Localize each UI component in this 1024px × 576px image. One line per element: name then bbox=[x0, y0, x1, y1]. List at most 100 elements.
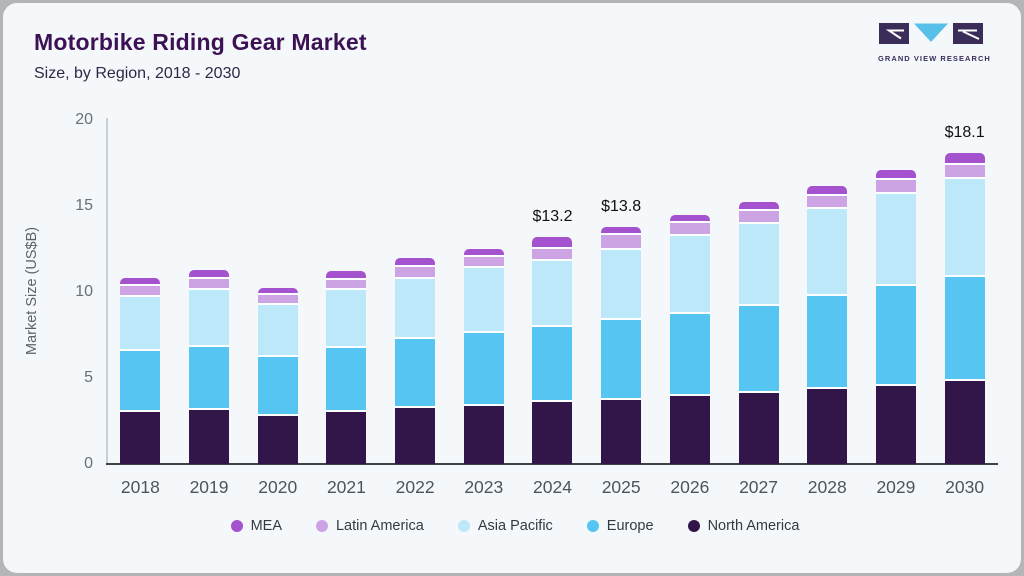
bar-segment-europe bbox=[944, 276, 985, 382]
x-axis-label: 2024 bbox=[533, 477, 572, 497]
bar-segment-latin-america bbox=[463, 256, 504, 268]
bar-segment-latin-america bbox=[189, 279, 230, 291]
bar-segment-europe bbox=[807, 296, 848, 390]
bar-segment-mea bbox=[189, 269, 230, 280]
legend-dot-icon bbox=[457, 520, 470, 532]
bar-segment-mea bbox=[807, 186, 848, 196]
bar-column-2019 bbox=[175, 120, 244, 464]
x-axis-label: 2027 bbox=[739, 477, 778, 497]
bar-segment-latin-america bbox=[807, 195, 848, 210]
bar-segment-mea bbox=[532, 237, 573, 250]
bar-column-2030: $18.1 bbox=[930, 120, 999, 464]
stacked-bar bbox=[601, 226, 642, 464]
gvr-logo-text: GRAND VIEW RESEARCH bbox=[878, 54, 991, 63]
bar-segment-latin-america bbox=[669, 223, 710, 237]
stacked-bar bbox=[326, 271, 367, 464]
stacked-bar bbox=[738, 201, 779, 464]
y-axis-tick-label: 20 bbox=[75, 111, 93, 128]
y-axis-tick-label: 10 bbox=[75, 283, 93, 300]
x-axis-label: 2029 bbox=[876, 477, 916, 497]
bar-segment-mea bbox=[257, 287, 298, 296]
x-axis-labels: 2018 2019 2020 2021 2022 2023 2024 2025 2026 2027… bbox=[106, 477, 999, 498]
legend-item-asia-pacific: Asia Pacific bbox=[457, 518, 553, 534]
bar-segment-asia-pacific bbox=[257, 304, 298, 358]
legend-dot-icon bbox=[586, 520, 599, 532]
bar-segment-north-america bbox=[944, 381, 985, 464]
x-axis-label: 2022 bbox=[395, 477, 435, 497]
bar-column-2028 bbox=[793, 120, 862, 464]
bar-segment-mea bbox=[120, 278, 161, 287]
bar-segment-asia-pacific bbox=[875, 193, 916, 286]
legend-label: Asia Pacific bbox=[477, 518, 553, 534]
bar-segment-latin-america bbox=[120, 286, 161, 298]
bar-segment-asia-pacific bbox=[532, 261, 573, 328]
bar-segment-mea bbox=[944, 152, 985, 165]
bar-segment-asia-pacific bbox=[120, 297, 161, 352]
stacked-bar bbox=[120, 278, 161, 464]
gvr-logo-icon bbox=[879, 23, 983, 44]
bar-segment-north-america bbox=[875, 385, 916, 464]
x-axis-label: 2020 bbox=[258, 477, 298, 497]
bar-segment-asia-pacific bbox=[807, 209, 848, 297]
y-axis-tick-label: 0 bbox=[84, 455, 93, 472]
y-axis-line bbox=[106, 118, 108, 464]
legend-dot-icon bbox=[687, 520, 700, 532]
bar-segment-north-america bbox=[326, 411, 367, 464]
value-label: $13.8 bbox=[601, 197, 642, 215]
bar-segment-north-america bbox=[463, 405, 504, 464]
legend-label: Latin America bbox=[335, 518, 424, 534]
bar-segment-latin-america bbox=[532, 249, 573, 262]
bar-column-2023 bbox=[449, 120, 518, 464]
bar-segment-mea bbox=[463, 249, 504, 257]
legend-item-latin-america: Latin America bbox=[315, 518, 424, 534]
gvr-logo: GRAND VIEW RESEARCH bbox=[878, 23, 991, 63]
stacked-bar bbox=[875, 169, 916, 464]
bar-column-2026 bbox=[656, 120, 725, 464]
bar-segment-north-america bbox=[532, 402, 573, 464]
bar-segment-latin-america bbox=[875, 180, 916, 194]
y-axis-tick-label: 5 bbox=[84, 369, 93, 386]
x-axis-label: 2021 bbox=[326, 477, 366, 497]
bar-segment-europe bbox=[601, 320, 642, 400]
bar-segment-europe bbox=[189, 347, 230, 410]
bar-segment-europe bbox=[326, 347, 367, 412]
stacked-bar bbox=[532, 237, 573, 464]
bar-segment-north-america bbox=[807, 389, 848, 464]
bar-segment-north-america bbox=[601, 399, 642, 464]
bar-column-2021 bbox=[312, 120, 381, 464]
bar-segment-europe bbox=[532, 327, 573, 403]
x-axis-label: 2028 bbox=[807, 477, 847, 497]
bar-column-2025: $13.8 bbox=[587, 120, 656, 464]
bar-segment-north-america bbox=[395, 408, 436, 464]
bar-segment-latin-america bbox=[738, 211, 779, 225]
value-label: $13.2 bbox=[532, 207, 573, 225]
bar-segment-europe bbox=[395, 339, 436, 409]
stacked-bar bbox=[807, 186, 848, 464]
page-subtitle: Size, by Region, 2018 - 2030 bbox=[34, 65, 241, 82]
bar-segment-europe bbox=[875, 286, 916, 386]
bar-segment-asia-pacific bbox=[326, 290, 367, 348]
bar-column-2029 bbox=[862, 120, 931, 464]
bar-column-2018 bbox=[106, 120, 175, 464]
x-axis-label: 2019 bbox=[189, 477, 229, 497]
legend-dot-icon bbox=[315, 520, 328, 532]
bar-segment-europe bbox=[463, 333, 504, 406]
bar-segment-mea bbox=[669, 214, 710, 224]
bar-segment-latin-america bbox=[395, 267, 436, 280]
bar-segment-asia-pacific bbox=[669, 236, 710, 314]
stacked-bar bbox=[463, 249, 504, 464]
legend-dot-icon bbox=[230, 520, 243, 532]
bar-segment-asia-pacific bbox=[189, 290, 230, 348]
bar-segment-north-america bbox=[738, 393, 779, 464]
y-axis-tick-label: 15 bbox=[75, 197, 93, 214]
bar-segment-europe bbox=[669, 313, 710, 397]
bar-segment-asia-pacific bbox=[463, 267, 504, 334]
legend-item-europe: Europe bbox=[586, 518, 654, 534]
bar-segment-latin-america bbox=[326, 280, 367, 291]
chart-card: Motorbike Riding Gear Market Size, by Re… bbox=[3, 3, 1021, 573]
bar-segment-asia-pacific bbox=[944, 179, 985, 277]
bar-segment-latin-america bbox=[257, 295, 298, 305]
legend: MEA Latin America Asia Pacific Europe North … bbox=[3, 518, 1024, 534]
bar-segment-mea bbox=[601, 226, 642, 236]
bar-segment-europe bbox=[738, 305, 779, 394]
